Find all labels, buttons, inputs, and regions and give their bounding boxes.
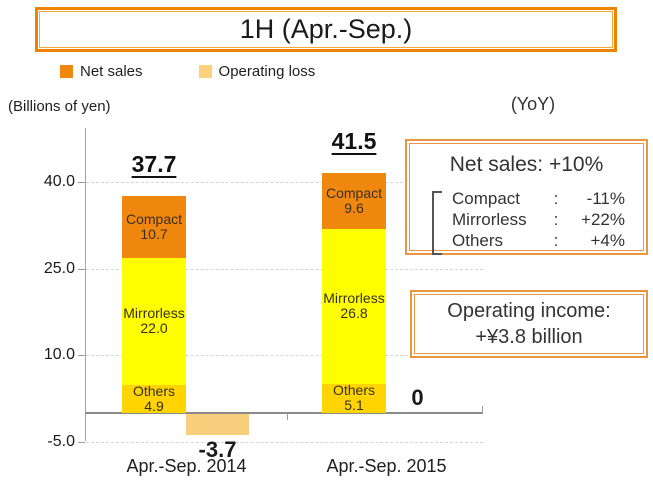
- segment-name: Mirrorless: [123, 305, 185, 322]
- segment-value: 5.1: [344, 397, 364, 414]
- net-sales-callout-inner: Net sales: +10% Compact : -11% Mirrorles…: [409, 143, 644, 255]
- y-tick: [78, 268, 85, 270]
- segment-name: Others: [332, 382, 375, 399]
- gridline: [86, 268, 483, 270]
- breakdown-colon: :: [553, 189, 559, 208]
- legend-label: Net sales: [80, 63, 143, 80]
- operating-income-line1: Operating income:: [447, 300, 611, 322]
- bar-segment-others: Others 4.9: [122, 382, 186, 414]
- y-tick-label: 40.0: [43, 172, 75, 190]
- bar-segment-compact: Compact 9.6: [322, 173, 386, 229]
- y-tick: [78, 181, 85, 183]
- y-axis: [85, 128, 86, 441]
- bar-segment-mirrorless: Mirrorless 26.8: [322, 228, 386, 384]
- segment-name: Others: [132, 382, 175, 399]
- x-axis-category-label: Apr.-Sep. 2014: [126, 456, 247, 476]
- breakdown-name: Others: [452, 231, 504, 250]
- segment-name: Mirrorless: [323, 290, 385, 307]
- net-sales-breakdown-list: Compact : -11% Mirrorless : +22% Others …: [452, 188, 625, 255]
- x-axis-tick: [287, 413, 288, 420]
- segment-value: 26.8: [340, 305, 368, 322]
- segment-name: Compact: [325, 184, 383, 201]
- total-label: 41.5: [331, 128, 377, 155]
- gridline: [86, 181, 483, 183]
- y-tick-label: 10.0: [43, 346, 75, 364]
- operating-loss-swatch-icon: [198, 65, 212, 78]
- segment-value: 22.0: [140, 320, 168, 337]
- page-title: 1H (Apr.-Sep.): [239, 14, 413, 44]
- segment-value: 4.9: [144, 397, 164, 414]
- bar-segment-compact: Compact 10.7: [122, 195, 186, 258]
- operating-income-text: Operating income: +¥3.8 billion: [415, 295, 643, 353]
- breakdown-row-others: Others : +4%: [452, 230, 625, 251]
- breakdown-value: +22%: [581, 210, 625, 229]
- operating-loss-bar: [186, 414, 249, 436]
- breakdown-value: +4%: [590, 231, 626, 250]
- breakdown-name: Mirrorless: [452, 210, 527, 229]
- net-sales-breakdown: Compact : -11% Mirrorless : +22% Others …: [432, 188, 625, 255]
- net-sales-callout-title: Net sales: +10%: [449, 153, 604, 176]
- bracket-icon: [432, 191, 442, 255]
- y-tick: [78, 441, 85, 443]
- operating-income-callout: Operating income: +¥3.8 billion: [410, 290, 648, 358]
- segment-value: 9.6: [344, 199, 364, 216]
- legend-label: Operating loss: [218, 63, 316, 80]
- net-sales-callout: Net sales: +10% Compact : -11% Mirrorles…: [405, 139, 648, 255]
- x-axis-baseline: [85, 412, 483, 414]
- total-label: 37.7: [131, 150, 177, 177]
- breakdown-row-mirrorless: Mirrorless : +22%: [452, 209, 625, 230]
- y-axis-unit-note: (Billions of yen): [8, 98, 111, 115]
- operating-loss-label: -3.7: [198, 437, 237, 463]
- yoy-note: (YoY): [510, 94, 556, 114]
- gridline: [86, 441, 483, 443]
- title-box: 1H (Apr.-Sep.): [35, 7, 617, 52]
- y-tick-label: -5.0: [47, 432, 75, 450]
- bar-segment-others: Others 5.1: [322, 382, 386, 414]
- legend-item-operating-loss: Operating loss: [198, 63, 316, 80]
- breakdown-name: Compact: [452, 189, 521, 208]
- operating-income-line2: +¥3.8 billion: [475, 326, 583, 348]
- chart-legend: Net sales Operating loss: [60, 63, 315, 80]
- x-axis-tick: [482, 406, 483, 413]
- operating-loss-label: 0: [411, 385, 424, 410]
- net-sales-swatch-icon: [60, 65, 73, 78]
- operating-income-callout-inner: Operating income: +¥3.8 billion: [414, 294, 644, 354]
- segment-value: 10.7: [140, 225, 168, 242]
- breakdown-row-compact: Compact : -11%: [452, 188, 625, 209]
- gridline: [86, 355, 483, 357]
- breakdown-value: -11%: [586, 189, 625, 208]
- title-box-inner: 1H (Apr.-Sep.): [39, 11, 613, 48]
- bar-segment-mirrorless: Mirrorless 22.0: [122, 257, 186, 385]
- segment-name: Compact: [125, 210, 183, 227]
- legend-item-net-sales: Net sales: [60, 63, 143, 80]
- y-tick-label: 25.0: [43, 259, 75, 277]
- breakdown-colon: :: [553, 231, 559, 250]
- breakdown-colon: :: [553, 210, 559, 229]
- y-tick: [78, 355, 85, 357]
- x-axis-category-label: Apr.-Sep. 2015: [326, 456, 447, 476]
